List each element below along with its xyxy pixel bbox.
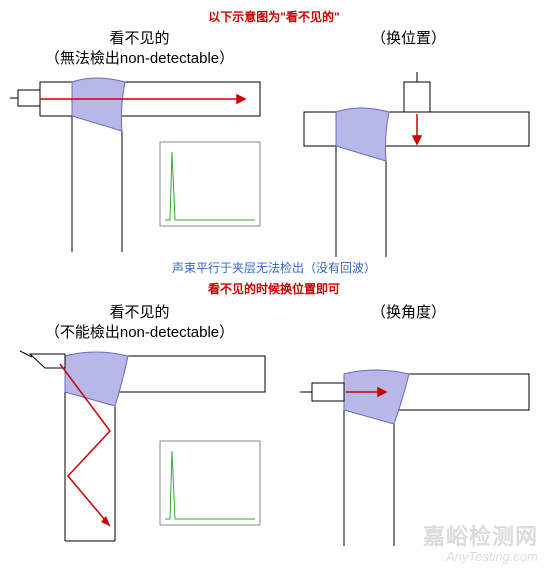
label-bottom-right: （换角度） <box>274 303 543 342</box>
bottom-row: 看不见的 （不能檢出non-detectable） <box>0 303 548 546</box>
diagram-top-left: 看不见的 （無法檢出non-detectable） <box>5 29 274 257</box>
diagram-top-right: （换位置） <box>274 29 543 257</box>
caption-blue: 声束平行于夹层无法检出（没有回波） <box>0 257 548 278</box>
watermark-sub: AnyTesting.com <box>423 549 538 564</box>
diagram-bottom-left: 看不见的 （不能檢出non-detectable） <box>5 303 274 546</box>
caption-red: 看不见的时候换位置即可 <box>0 278 548 303</box>
svg-top-right <box>284 72 534 257</box>
top-row: 看不见的 （無法檢出non-detectable） <box>0 29 548 257</box>
label-top-right: （换位置） <box>274 29 543 68</box>
svg-bottom-right <box>284 346 534 546</box>
label-line: （無法檢出non-detectable） <box>45 50 234 67</box>
label-bottom-left: 看不见的 （不能檢出non-detectable） <box>5 303 274 342</box>
label-line: （不能檢出non-detectable） <box>45 324 234 341</box>
label-line: 看不见的 <box>109 30 169 47</box>
page-title: 以下示意图为"看不见的" <box>0 0 548 29</box>
svg-bottom-left <box>10 346 270 546</box>
svg-top-left <box>10 72 270 257</box>
label-line: （换角度） <box>371 304 446 321</box>
label-line: （换位置） <box>371 30 446 47</box>
label-line: 看不见的 <box>109 304 169 321</box>
diagram-bottom-right: （换角度） <box>274 303 543 546</box>
label-top-left: 看不见的 （無法檢出non-detectable） <box>5 29 274 68</box>
